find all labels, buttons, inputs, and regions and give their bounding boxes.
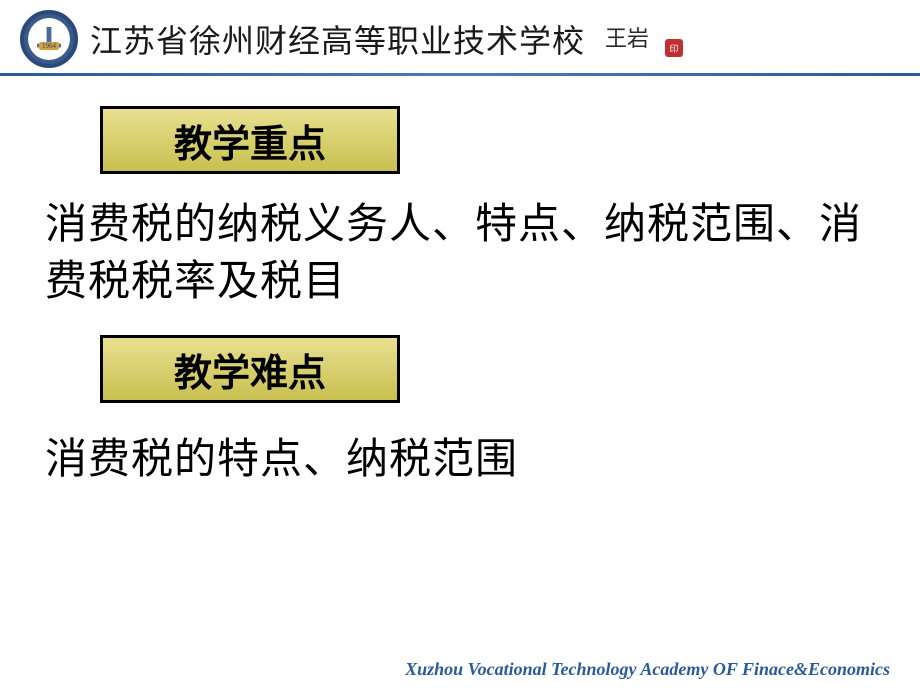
slide-content: 教学重点 消费税的纳税义务人、特点、纳税范围、消费税税率及税目 教学难点 消费税… <box>0 106 920 488</box>
logo-inner: 1964 <box>28 18 70 60</box>
section-title-difficulties: 教学难点 <box>174 342 326 397</box>
section-title-keypoints: 教学重点 <box>174 113 326 168</box>
school-name: 江苏省徐州财经高等职业技术学校 <box>90 16 585 62</box>
section-box-difficulties: 教学难点 <box>100 335 400 403</box>
section-box-keypoints: 教学重点 <box>100 106 400 174</box>
seal-icon: 印 <box>665 39 683 57</box>
school-logo: 1964 <box>20 10 78 68</box>
header: 1964 江苏省徐州财经高等职业技术学校 王岩 印 <box>0 0 920 73</box>
keypoints-text: 消费税的纳税义务人、特点、纳税范围、消费税税率及税目 <box>45 196 875 309</box>
header-divider <box>0 73 920 76</box>
logo-year: 1964 <box>39 42 59 50</box>
difficulties-text: 消费税的特点、纳税范围 <box>45 431 875 488</box>
signature: 王岩 <box>605 28 649 50</box>
footer-text: Xuzhou Vocational Technology Academy OF … <box>405 659 890 680</box>
